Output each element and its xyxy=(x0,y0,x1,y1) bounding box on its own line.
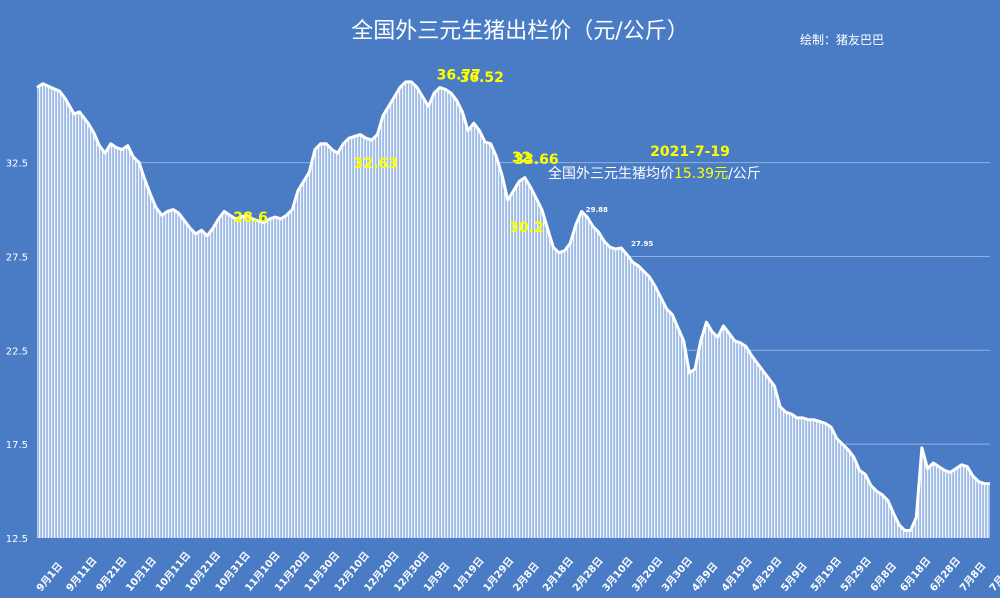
point-label: 32 xyxy=(512,150,531,166)
y-tick-label: 32.5 xyxy=(6,159,28,170)
x-tick-label: 10月1日 xyxy=(123,555,158,594)
point-label: 27.95 xyxy=(631,240,653,248)
annotation-unit: /公斤 xyxy=(728,166,761,182)
price-line xyxy=(36,80,991,532)
annotation-text: 全国外三元生猪均价15.39元/公斤 xyxy=(548,165,761,182)
y-tick-label: 12.5 xyxy=(6,534,28,545)
area-layer xyxy=(36,80,991,539)
point-label: 36.77 xyxy=(437,67,481,83)
point-label: 36.52 xyxy=(460,70,504,86)
point-label: 30.2 xyxy=(509,220,544,236)
point-label: 32.63 xyxy=(354,156,398,172)
annotation-date: 2021-7-19 xyxy=(650,144,730,160)
x-tick-label: 3月10日 xyxy=(600,555,635,594)
x-tick-label: 9月11日 xyxy=(64,555,99,594)
x-tick-label: 4月19日 xyxy=(719,555,754,594)
x-tick-label: 7月8日 xyxy=(957,560,988,594)
x-tick-label: 7月18日 xyxy=(987,555,1000,594)
x-tick-label: 9月21日 xyxy=(94,555,129,594)
x-tick-label: 4月9日 xyxy=(689,560,720,594)
x-tick-label: 3月30日 xyxy=(660,555,695,594)
x-tick-label: 6月18日 xyxy=(898,555,933,594)
y-tick-label: 17.5 xyxy=(6,440,28,451)
x-tick-label: 3月20日 xyxy=(630,555,665,594)
x-tick-label: 5月29日 xyxy=(838,555,873,594)
x-tick-label: 4月29日 xyxy=(749,555,784,594)
x-tick-label: 1月29日 xyxy=(481,555,516,594)
chart-credit: 绘制：猪友巴巴 xyxy=(800,32,884,47)
y-tick-label: 22.5 xyxy=(6,346,28,357)
y-tick-labels: 12.5 17.5 22.5 27.5 32.5 xyxy=(6,159,28,545)
y-tick-label: 27.5 xyxy=(6,252,28,263)
x-tick-label: 1月9日 xyxy=(421,560,452,594)
x-tick-labels: 9月1日 9月11日9月21日10月1日10月11日10月21日10月31日11月… xyxy=(34,550,1000,594)
x-tick-label: 5月9日 xyxy=(779,560,810,594)
annotation-label: 全国外三元生猪均价 xyxy=(548,165,674,182)
x-tick-label: 5月19日 xyxy=(808,555,843,594)
x-tick-label: 6月28日 xyxy=(928,555,963,594)
point-label: 29.88 xyxy=(586,206,608,214)
annotation-value: 15.39元 xyxy=(674,166,728,182)
point-label: 33.66 xyxy=(514,152,558,168)
chart-title: 全国外三元生猪出栏价（元/公斤） xyxy=(351,19,688,44)
x-tick-label: 2月8日 xyxy=(511,560,542,594)
x-tick-label: 2月28日 xyxy=(570,555,605,594)
x-tick-label: 9月1日 xyxy=(34,560,65,594)
price-area xyxy=(37,81,990,539)
x-tick-label: 6月8日 xyxy=(868,560,899,594)
point-label: 28.6 xyxy=(233,210,268,226)
x-tick-label: 2月18日 xyxy=(540,555,575,594)
x-tick-label: 1月19日 xyxy=(451,555,486,594)
